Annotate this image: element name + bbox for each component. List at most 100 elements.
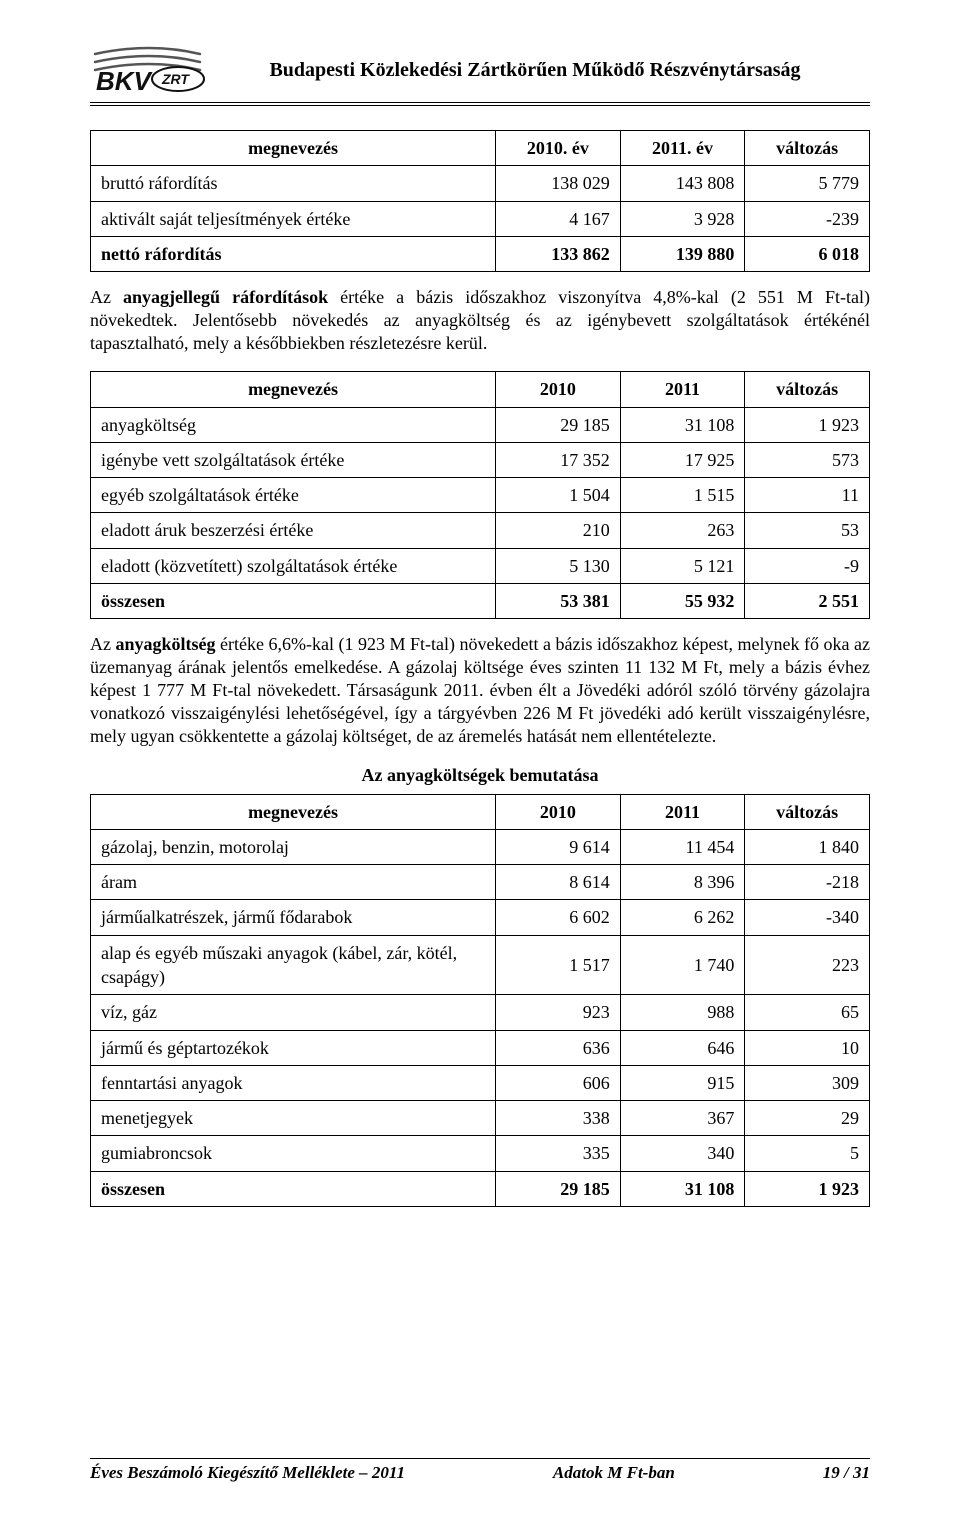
cell-value: 988 [620,995,745,1030]
cell-value: 1 517 [496,935,621,995]
cell-label: járműalkatrészek, jármű fődarabok [91,900,496,935]
table-row: eladott (közvetített) szolgáltatások ért… [91,548,870,583]
company-name: Budapesti Közlekedési Zártkörűen Működő … [240,59,870,82]
cell-value: 335 [496,1136,621,1171]
cell-value: 367 [620,1101,745,1136]
table-row: eladott áruk beszerzési értéke21026353 [91,513,870,548]
cell-value: 6 018 [745,236,870,271]
cell-label: gumiabroncsok [91,1136,496,1171]
cell-value: 9 614 [496,829,621,864]
cell-label: bruttó ráfordítás [91,166,496,201]
table-row: fenntartási anyagok606915309 [91,1065,870,1100]
footer-right: 19 / 31 [823,1463,870,1483]
cell-value: 338 [496,1101,621,1136]
table-row: jármű és géptartozékok63664610 [91,1030,870,1065]
cell-value: 139 880 [620,236,745,271]
col-2011: 2011 [620,372,745,407]
table-row: bruttó ráfordítás138 029143 8085 779 [91,166,870,201]
cell-value: 29 [745,1101,870,1136]
cell-value: 10 [745,1030,870,1065]
page-header: BKV ZRT Budapesti Közlekedési Zártkörűen… [90,40,870,103]
table-header-row: megnevezés 2010. év 2011. év változás [91,131,870,166]
cell-value: 8 396 [620,865,745,900]
cell-value: 6 602 [496,900,621,935]
cell-label: igénybe vett szolgáltatások értéke [91,442,496,477]
cell-value: 53 381 [496,584,621,619]
cell-value: 2 551 [745,584,870,619]
cell-value: 138 029 [496,166,621,201]
col-2011: 2011. év [620,131,745,166]
col-megnevezes: megnevezés [91,372,496,407]
table-header-row: megnevezés 2010 2011 változás [91,794,870,829]
cell-value: 143 808 [620,166,745,201]
text: Az [90,634,116,654]
footer-left: Éves Beszámoló Kiegészítő Melléklete – 2… [90,1463,405,1483]
section-title-anyagkoltsegek: Az anyagköltségek bemutatása [90,765,870,786]
logo: BKV ZRT [90,40,240,100]
cell-value: 31 108 [620,1171,745,1206]
table-raforditas: megnevezés 2010. év 2011. év változás br… [90,130,870,272]
table-row: járműalkatrészek, jármű fődarabok6 6026 … [91,900,870,935]
cell-value: 29 185 [496,1171,621,1206]
paragraph-anyagjellegu: Az anyagjellegű ráfordítások értéke a bá… [90,286,870,355]
table-row: nettó ráfordítás133 862139 8806 018 [91,236,870,271]
cell-value: 573 [745,442,870,477]
cell-value: 6 262 [620,900,745,935]
text-bold: anyagjellegű ráfordítások [123,287,328,307]
cell-value: 223 [745,935,870,995]
cell-value: 5 [745,1136,870,1171]
cell-value: 1 923 [745,1171,870,1206]
cell-label: jármű és géptartozékok [91,1030,496,1065]
content: megnevezés 2010. év 2011. év változás br… [90,130,870,1458]
cell-value: 923 [496,995,621,1030]
bkv-logo-icon: BKV ZRT [90,40,230,100]
text-bold: anyagköltség [116,634,216,654]
header-rule [90,105,870,106]
footer-center: Adatok M Ft-ban [553,1463,675,1483]
cell-label: eladott áruk beszerzési értéke [91,513,496,548]
cell-value: 606 [496,1065,621,1100]
cell-value: 55 932 [620,584,745,619]
table-row: egyéb szolgáltatások értéke1 5041 51511 [91,478,870,513]
cell-value: 5 779 [745,166,870,201]
cell-label: gázolaj, benzin, motorolaj [91,829,496,864]
cell-label: nettó ráfordítás [91,236,496,271]
col-2010: 2010. év [496,131,621,166]
cell-label: összesen [91,584,496,619]
svg-text:BKV: BKV [96,66,154,96]
cell-label: egyéb szolgáltatások értéke [91,478,496,513]
cell-value: -340 [745,900,870,935]
table-row: gumiabroncsok3353405 [91,1136,870,1171]
cell-value: 1 840 [745,829,870,864]
table-row: összesen53 38155 9322 551 [91,584,870,619]
table-row: áram8 6148 396-218 [91,865,870,900]
col-valtozas: változás [745,794,870,829]
table-row: víz, gáz92398865 [91,995,870,1030]
cell-value: 3 928 [620,201,745,236]
cell-value: 210 [496,513,621,548]
table-anyagjellegu: megnevezés 2010 2011 változás anyagkölts… [90,371,870,619]
cell-value: 17 925 [620,442,745,477]
table-row: anyagköltség29 18531 1081 923 [91,407,870,442]
col-2010: 2010 [496,794,621,829]
cell-label: víz, gáz [91,995,496,1030]
cell-label: összesen [91,1171,496,1206]
cell-label: fenntartási anyagok [91,1065,496,1100]
cell-value: -218 [745,865,870,900]
cell-value: 65 [745,995,870,1030]
cell-label: aktivált saját teljesítmények értéke [91,201,496,236]
cell-value: 133 862 [496,236,621,271]
cell-value: 1 515 [620,478,745,513]
cell-value: 915 [620,1065,745,1100]
cell-value: 309 [745,1065,870,1100]
cell-value: 340 [620,1136,745,1171]
col-2011: 2011 [620,794,745,829]
table-row: összesen29 18531 1081 923 [91,1171,870,1206]
cell-value: 17 352 [496,442,621,477]
cell-value: 646 [620,1030,745,1065]
cell-label: áram [91,865,496,900]
cell-label: alap és egyéb műszaki anyagok (kábel, zá… [91,935,496,995]
table-row: aktivált saját teljesítmények értéke4 16… [91,201,870,236]
cell-value: 636 [496,1030,621,1065]
svg-text:ZRT: ZRT [161,71,190,87]
